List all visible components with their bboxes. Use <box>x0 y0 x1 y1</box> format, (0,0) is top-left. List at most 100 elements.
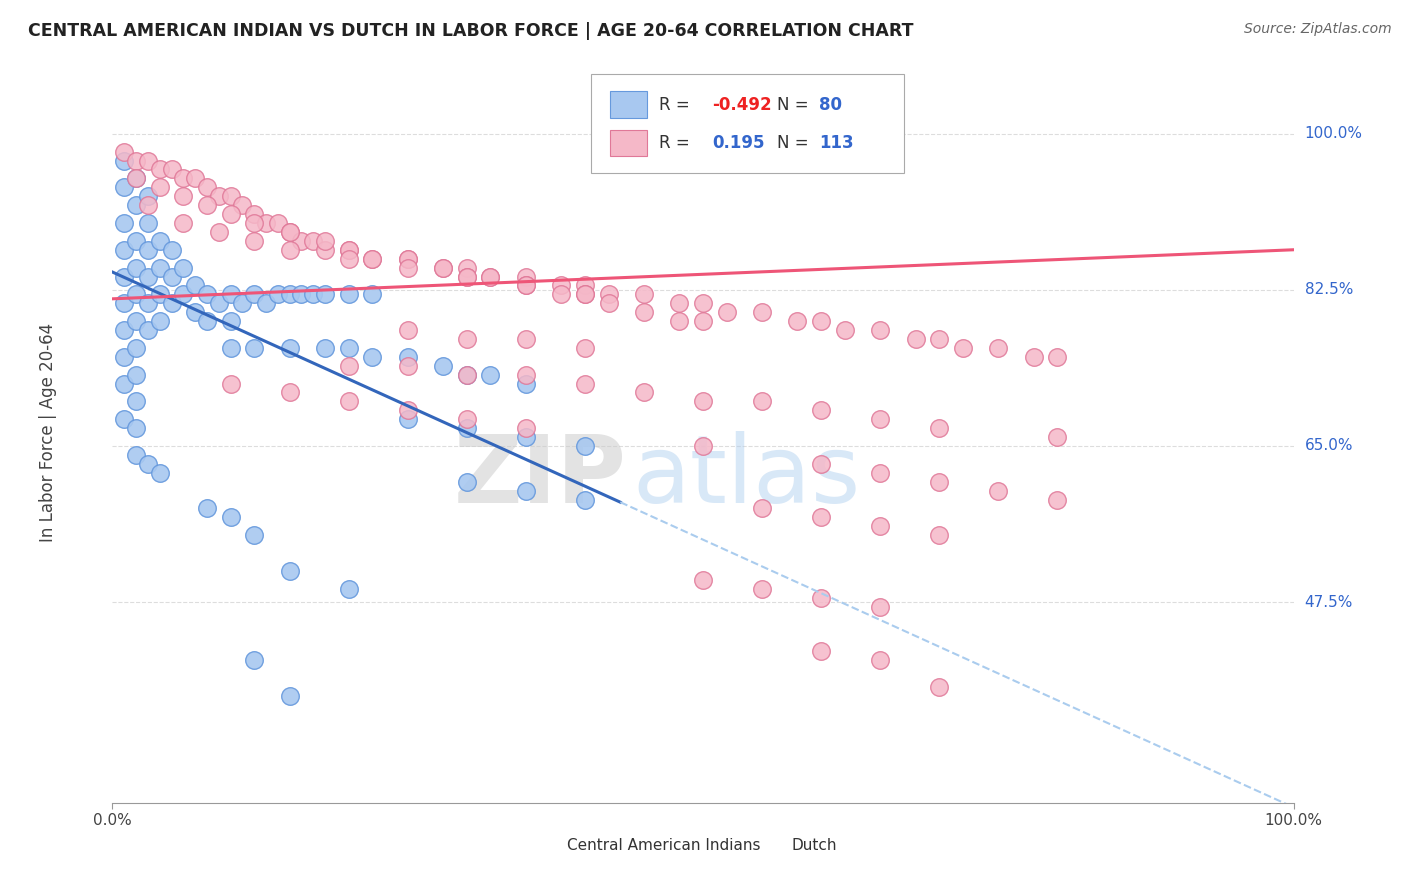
Point <box>125 153 148 168</box>
Point <box>668 296 690 310</box>
Point <box>219 314 242 328</box>
Point <box>1046 350 1069 364</box>
Point <box>869 653 891 667</box>
Point <box>125 314 148 328</box>
Point <box>219 376 242 391</box>
Point <box>810 314 832 328</box>
Point <box>928 332 950 346</box>
Point <box>751 582 773 596</box>
Point <box>361 252 384 266</box>
Point <box>337 359 360 373</box>
Point <box>125 260 148 275</box>
Text: ZIP: ZIP <box>453 431 626 523</box>
Point <box>633 305 655 319</box>
Point <box>337 394 360 409</box>
Point <box>125 198 148 212</box>
Point <box>456 412 478 426</box>
Point <box>160 162 183 177</box>
Point <box>692 439 714 453</box>
Point <box>302 234 325 248</box>
Point <box>834 323 856 337</box>
Point <box>125 448 148 462</box>
Point <box>125 234 148 248</box>
Point <box>515 430 537 444</box>
Point <box>810 644 832 658</box>
Point <box>337 341 360 355</box>
Point <box>160 243 183 257</box>
Point <box>574 492 596 507</box>
Point <box>112 145 135 159</box>
Point <box>184 305 207 319</box>
Point <box>396 359 419 373</box>
Point <box>149 162 172 177</box>
Point <box>160 269 183 284</box>
Point <box>574 376 596 391</box>
Point <box>136 269 159 284</box>
Point <box>337 582 360 596</box>
Text: 0.195: 0.195 <box>713 134 765 153</box>
Point <box>112 153 135 168</box>
Text: Source: ZipAtlas.com: Source: ZipAtlas.com <box>1244 22 1392 37</box>
Text: CENTRAL AMERICAN INDIAN VS DUTCH IN LABOR FORCE | AGE 20-64 CORRELATION CHART: CENTRAL AMERICAN INDIAN VS DUTCH IN LABO… <box>28 22 914 40</box>
Point <box>432 359 454 373</box>
Point <box>456 332 478 346</box>
Point <box>396 260 419 275</box>
Text: 47.5%: 47.5% <box>1305 595 1353 609</box>
FancyBboxPatch shape <box>530 834 564 857</box>
Point <box>456 475 478 489</box>
Point <box>869 323 891 337</box>
Point <box>598 296 620 310</box>
Point <box>786 314 808 328</box>
Point <box>219 207 242 221</box>
Point <box>208 296 231 310</box>
Point <box>243 216 266 230</box>
Point <box>692 296 714 310</box>
Point <box>278 385 301 400</box>
Point <box>278 564 301 578</box>
Point <box>112 216 135 230</box>
Point <box>456 421 478 435</box>
Text: 82.5%: 82.5% <box>1305 283 1353 297</box>
Point <box>361 252 384 266</box>
Point <box>149 234 172 248</box>
Point <box>112 350 135 364</box>
Point <box>195 314 218 328</box>
Point <box>219 189 242 203</box>
Point <box>1046 430 1069 444</box>
Point <box>1046 492 1069 507</box>
Point <box>125 287 148 301</box>
FancyBboxPatch shape <box>591 73 904 173</box>
Point <box>172 216 194 230</box>
Point <box>396 252 419 266</box>
Point <box>112 296 135 310</box>
Point <box>810 403 832 417</box>
Point <box>515 421 537 435</box>
Point <box>243 653 266 667</box>
Point <box>928 475 950 489</box>
Point <box>208 189 231 203</box>
Point <box>267 287 290 301</box>
Point <box>219 287 242 301</box>
Point <box>952 341 974 355</box>
Point <box>633 385 655 400</box>
Point <box>112 269 135 284</box>
Point <box>231 296 253 310</box>
Point <box>869 412 891 426</box>
Point <box>112 180 135 194</box>
Point <box>396 350 419 364</box>
Point <box>396 412 419 426</box>
Point <box>456 260 478 275</box>
Point <box>668 314 690 328</box>
Point <box>231 198 253 212</box>
Point <box>337 243 360 257</box>
Point <box>928 680 950 694</box>
Point <box>243 207 266 221</box>
Point <box>254 216 277 230</box>
Point <box>195 287 218 301</box>
Point <box>160 296 183 310</box>
Point <box>112 243 135 257</box>
FancyBboxPatch shape <box>610 130 648 156</box>
Point <box>125 368 148 382</box>
Point <box>219 341 242 355</box>
Text: Central American Indians: Central American Indians <box>567 838 761 854</box>
